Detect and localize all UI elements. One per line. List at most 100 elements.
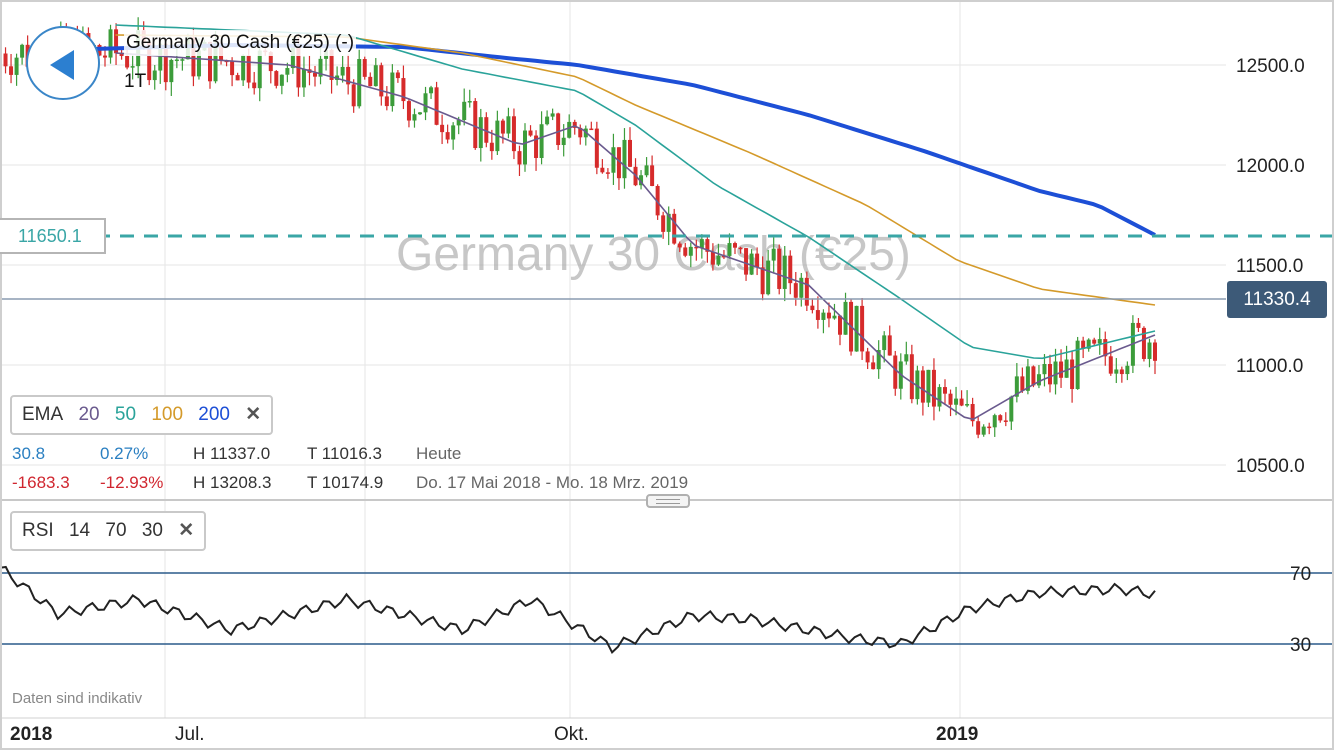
candle-body <box>589 128 594 131</box>
candle-body <box>152 70 157 81</box>
candle-body <box>838 315 842 335</box>
candle-body <box>600 167 605 173</box>
x-label-jul: Jul. <box>175 724 205 745</box>
candle-body <box>594 128 599 168</box>
candle-body <box>429 87 434 94</box>
candle-body <box>1042 364 1047 375</box>
candle-body <box>1003 420 1008 422</box>
candle-body <box>500 120 505 134</box>
candle-body <box>1119 369 1124 375</box>
candle-body <box>362 59 367 77</box>
candle-body <box>650 165 655 186</box>
candle-body <box>1070 359 1075 390</box>
candle-body <box>893 355 898 389</box>
candle-body <box>473 101 478 149</box>
candle-body <box>882 335 887 351</box>
candle-body <box>998 415 1003 421</box>
candle-body <box>290 45 295 69</box>
candle-body <box>368 76 373 87</box>
ema-period-20: 20 <box>78 404 100 425</box>
candle-body <box>876 350 881 370</box>
candle-body <box>1031 366 1036 386</box>
candle-body <box>246 55 251 83</box>
candle-body <box>1059 361 1064 378</box>
candle-body <box>909 354 914 400</box>
candle-body <box>832 315 837 319</box>
candle-body <box>771 248 776 261</box>
candle-body <box>230 61 235 76</box>
candle-body <box>329 49 334 80</box>
candle-body <box>981 426 986 435</box>
drag-handle-icon[interactable] <box>646 494 690 508</box>
candle-body <box>489 142 494 152</box>
today-low: T 11016.3 <box>307 444 382 463</box>
candle-body <box>517 151 522 165</box>
candle-body <box>694 246 699 249</box>
candle-body <box>766 260 771 295</box>
candle-body <box>1048 364 1052 385</box>
candle-body <box>1081 340 1086 349</box>
candle-body <box>484 117 489 143</box>
candle-body <box>926 369 931 403</box>
candle-body <box>1147 342 1152 359</box>
candle-body <box>578 127 583 138</box>
candle-body <box>699 239 704 249</box>
candle-body <box>296 45 301 88</box>
candle-body <box>1025 366 1030 391</box>
candle-body <box>793 283 798 298</box>
candle-body <box>716 255 721 265</box>
rsi-name: RSI <box>22 520 54 541</box>
candle-body <box>992 415 997 428</box>
candle-body <box>318 58 323 77</box>
candle-body <box>721 255 726 258</box>
candle-body <box>406 101 411 121</box>
candle-body <box>534 135 539 158</box>
candle-body <box>965 404 970 406</box>
level-price-label[interactable]: 11650.1 <box>0 218 106 254</box>
candle-body <box>114 29 119 54</box>
today-label: Heute <box>416 444 462 463</box>
candle-body <box>301 69 306 88</box>
candle-body <box>279 74 284 86</box>
ema-indicator-chip[interactable]: EMA 20 50 100 200 ✕ <box>10 395 274 435</box>
candle-body <box>241 55 246 81</box>
today-change: 30.8 <box>12 444 46 463</box>
candle-body <box>666 213 671 232</box>
x-label-2018: 2018 <box>10 724 52 745</box>
candle-body <box>821 312 826 320</box>
rsi-param-upper: 70 <box>105 520 127 541</box>
range-change: -1683.3 <box>12 473 70 492</box>
candle-body <box>1103 339 1108 357</box>
candle-body <box>268 52 273 72</box>
candle-body <box>379 65 384 97</box>
candle-body <box>1053 361 1058 385</box>
candle-body <box>511 116 516 152</box>
candle-body <box>887 335 892 356</box>
rsi-line <box>0 565 1156 655</box>
range-label: Do. 17 Mai 2018 - Mo. 18 Mrz. 2019 <box>416 473 689 492</box>
rsi-indicator-chip[interactable]: RSI 14 70 30 ✕ <box>10 511 207 551</box>
candle-body <box>777 248 782 289</box>
back-button[interactable] <box>26 26 100 100</box>
candle-body <box>959 398 964 406</box>
candle-body <box>733 243 737 248</box>
candle-body <box>710 251 715 265</box>
candle-body <box>920 370 925 403</box>
candle-body <box>1114 369 1119 374</box>
candle-body <box>285 68 290 75</box>
candle-body <box>749 253 754 275</box>
candle-body <box>423 93 428 113</box>
candle-body <box>528 130 533 136</box>
timeframe-label[interactable]: 1T <box>124 71 147 92</box>
candle-body <box>561 137 566 146</box>
candle-body <box>3 53 8 67</box>
candle-body <box>854 305 859 352</box>
candle-body <box>213 42 218 82</box>
rsi-close-icon[interactable]: ✕ <box>178 520 195 541</box>
candle-body <box>744 248 749 275</box>
candle-body <box>395 72 400 79</box>
candle-body <box>357 59 362 107</box>
candle-body <box>346 66 351 85</box>
ema-close-icon[interactable]: ✕ <box>245 404 262 425</box>
